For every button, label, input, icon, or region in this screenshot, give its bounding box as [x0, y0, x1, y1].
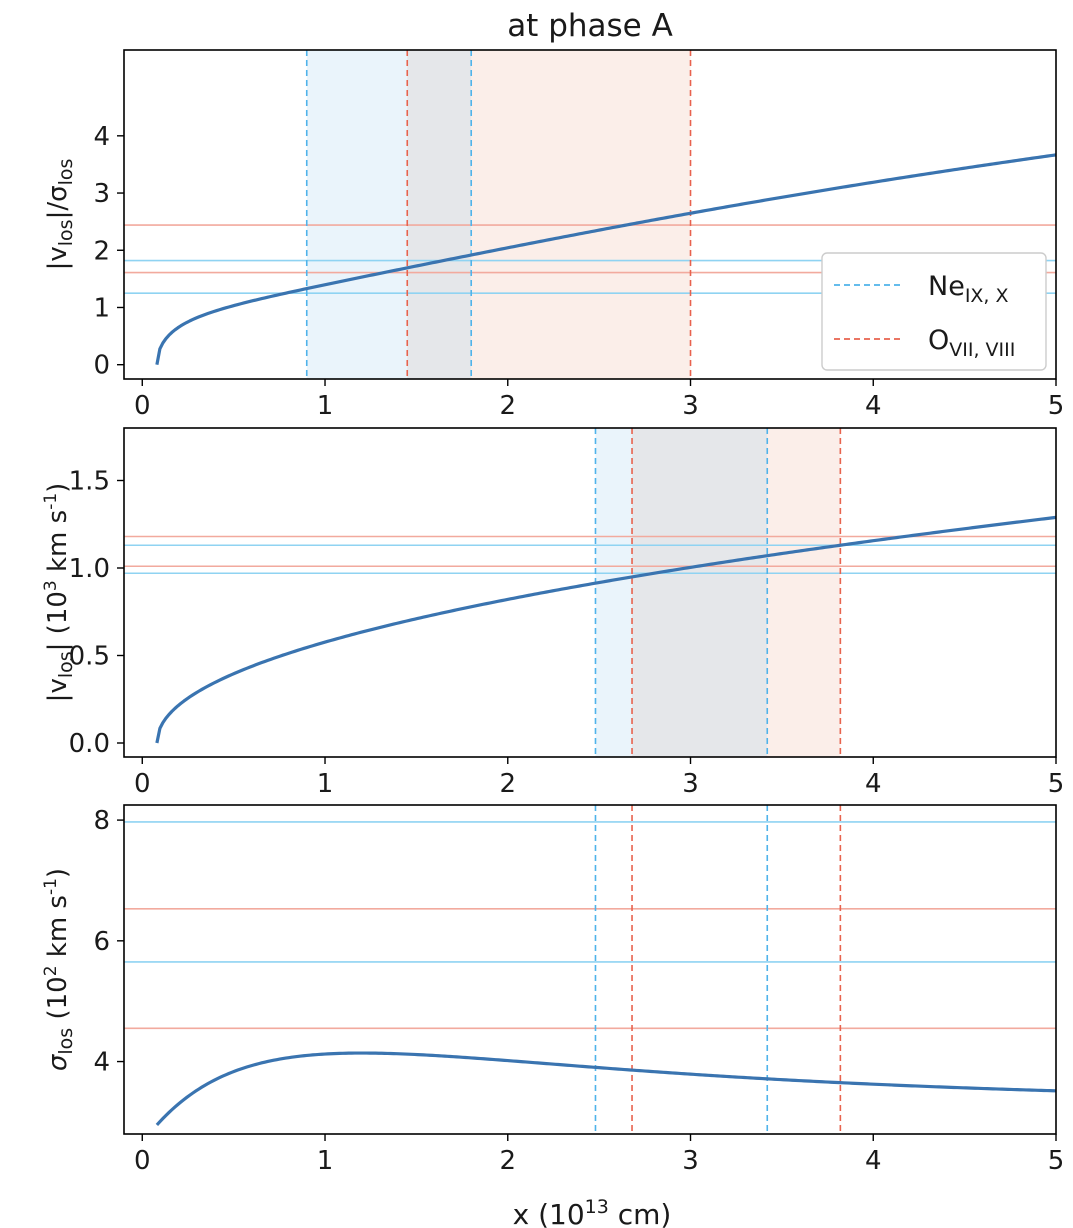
x-tick-label: 2 [499, 1146, 516, 1176]
x-tick-label: 0 [134, 1146, 151, 1176]
y-tick-label: 0.0 [69, 729, 110, 759]
x-tick-label: 4 [865, 391, 882, 421]
chart-title: at phase A [507, 8, 673, 44]
panel-middle: 0 1 2 3 4 5 0.0 0.5 1.0 1.5|vlos| (103 km s-1) [41, 427, 1065, 799]
y-tick-label: 4 [93, 1048, 110, 1078]
x-tick-label: 5 [1048, 769, 1065, 799]
y-tick-label: 3 [93, 179, 110, 209]
plot-area-middle [124, 428, 1056, 757]
panel-bottom: 0 1 2 3 4 5 4 6 8 σlos (102 km s-1) x (1013 cm) [41, 804, 1065, 1228]
x-tick-label: 3 [682, 769, 699, 799]
x-tick-label: 4 [865, 769, 882, 799]
x-tick-label: 4 [865, 1146, 882, 1176]
x-tick-label: 0 [134, 769, 151, 799]
series-line [155, 153, 1056, 365]
y-tick-label: 1.5 [69, 467, 110, 497]
band-overlap [632, 428, 768, 757]
y-tick-label: 0 [93, 351, 110, 381]
x-tick-label: 0 [134, 391, 151, 421]
plot-area-top [124, 50, 1056, 379]
axes-frame [123, 804, 1057, 1135]
x-tick-label: 3 [682, 391, 699, 421]
y-tick-label: 8 [93, 806, 110, 836]
y-tick-label: 6 [93, 927, 110, 957]
x-axis-label: x (1013 cm) [513, 1196, 672, 1228]
plot-area-bottom [124, 805, 1056, 1134]
x-tick-label: 5 [1048, 1146, 1065, 1176]
x-tick-label: 2 [499, 769, 516, 799]
y-axis-label: |vlos|/σlos [43, 159, 77, 271]
y-axis-label: σlos (102 km s-1) [41, 868, 77, 1071]
x-tick-label: 3 [682, 1146, 699, 1176]
legend-frame [821, 252, 1047, 371]
y-tick-label: 0.5 [69, 642, 110, 672]
series-line [155, 515, 1056, 744]
x-tick-label: 1 [317, 1146, 334, 1176]
legend-label-ne: NeIX, X [928, 271, 1009, 307]
series-line [155, 1051, 1056, 1127]
legend-label-o: OVII, VIII [928, 325, 1015, 361]
axes-frame [123, 49, 1057, 380]
y-axis-label: |vlos| (103 km s-1) [41, 483, 77, 703]
y-tick-label: 1 [93, 293, 110, 323]
y-tick-label: 1.0 [69, 554, 110, 584]
panel-top: 0 1 2 3 4 5 0 1 2 3 4 |vlos|/σlos NeIX, X OVII, VIII [43, 49, 1065, 421]
x-tick-label: 2 [499, 391, 516, 421]
band-overlap [407, 50, 472, 379]
axes-frame [123, 427, 1057, 758]
x-tick-label: 1 [317, 391, 334, 421]
legend: NeIX, X OVII, VIII [821, 252, 1047, 371]
y-tick-label: 2 [93, 236, 110, 266]
y-tick-label: 4 [93, 122, 110, 152]
x-tick-label: 5 [1048, 391, 1065, 421]
x-tick-label: 1 [317, 769, 334, 799]
